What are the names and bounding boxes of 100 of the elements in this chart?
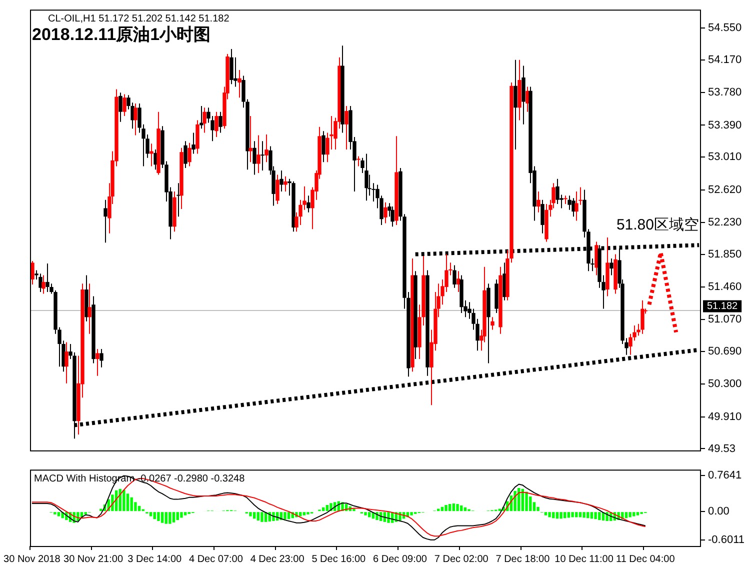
annotation: CL-OIL,H1 51.172 51.202 51.142 51.182 <box>48 13 230 24</box>
y-tick-label: 51.070 <box>708 314 742 326</box>
bar <box>444 504 448 512</box>
bar <box>168 512 172 524</box>
ref-line-label: 51.182 <box>707 301 738 312</box>
candlestick <box>100 348 104 368</box>
candlestick <box>248 116 252 163</box>
bar <box>149 512 152 516</box>
candlestick <box>122 94 126 117</box>
bar <box>548 512 551 518</box>
candlestick <box>134 102 138 136</box>
candlestick <box>356 156 360 167</box>
bar <box>624 512 628 518</box>
y-tick-label: 0.00 <box>708 506 730 518</box>
candlestick <box>640 300 644 334</box>
candlestick <box>556 178 560 205</box>
candlestick <box>390 206 394 228</box>
x-tick-label: 11 Dec 04:00 <box>616 554 676 565</box>
candlestick <box>218 111 222 134</box>
candlestick <box>384 202 388 224</box>
y-tick-label: 52.620 <box>708 184 742 196</box>
candlestick <box>188 142 192 167</box>
candlestick <box>264 134 268 163</box>
bar <box>564 512 566 518</box>
y-tick-label: 49.910 <box>708 410 742 423</box>
candlestick <box>184 140 188 168</box>
candlestick <box>490 316 494 330</box>
bar <box>122 490 126 512</box>
candlestick <box>610 258 614 276</box>
bar <box>364 512 367 516</box>
bar <box>437 508 440 512</box>
bar <box>567 512 570 518</box>
bar <box>586 512 590 518</box>
bar <box>498 508 502 512</box>
candlestick <box>200 105 204 130</box>
y-tick-label: 0.7641 <box>708 470 742 482</box>
bar <box>560 512 562 519</box>
x-tick-label: 6 Dec 09:00 <box>373 554 428 565</box>
x-tick-label: 7 Dec 02:00 <box>434 554 489 565</box>
bar <box>578 512 582 518</box>
candlestick <box>192 132 196 154</box>
candlestick <box>514 59 518 150</box>
y-tick-label: 53.010 <box>708 151 742 164</box>
bar <box>410 512 413 516</box>
bar <box>284 512 286 520</box>
bar <box>582 512 586 518</box>
candlestick <box>46 263 50 293</box>
candlestick <box>574 190 578 222</box>
bar <box>184 512 187 516</box>
candlestick <box>256 134 260 174</box>
bar <box>456 504 459 512</box>
x-tick-label: 3 Dec 14:00 <box>128 554 182 565</box>
candlestick <box>214 111 218 138</box>
bar <box>100 508 102 512</box>
candlestick <box>64 342 68 384</box>
bar <box>525 492 528 512</box>
candlestick <box>306 195 310 213</box>
bar <box>628 512 632 518</box>
bar <box>298 512 302 516</box>
bar <box>598 512 601 520</box>
candlestick <box>540 199 544 234</box>
candlestick <box>88 283 92 334</box>
bar <box>302 512 306 516</box>
bar <box>157 512 160 522</box>
candlestick <box>42 274 46 294</box>
candlestick <box>238 69 242 98</box>
candlestick <box>260 140 264 171</box>
bar <box>452 504 456 512</box>
bar <box>57 512 60 516</box>
y-tick-label: 54.550 <box>708 22 742 34</box>
x-tick-label: 4 Dec 07:00 <box>188 554 244 565</box>
candlestick <box>452 264 456 288</box>
candlestick <box>344 105 348 150</box>
bar <box>256 512 260 521</box>
bar <box>594 512 597 520</box>
bar <box>552 512 555 518</box>
bar <box>368 512 371 518</box>
bar <box>153 512 156 520</box>
candlestick <box>176 182 180 218</box>
y-tick-label: 49.53 <box>708 442 736 455</box>
bar <box>138 506 141 512</box>
bar <box>126 494 130 512</box>
annotation: 51.80区域空 <box>616 216 699 234</box>
x-tick-label: 7 Dec 18:00 <box>496 554 550 565</box>
bar <box>164 512 168 524</box>
bar <box>514 490 516 512</box>
y-tick-label: 50.690 <box>708 346 742 358</box>
y-tick-label: -0.6011 <box>708 534 744 546</box>
candlestick <box>364 153 368 202</box>
bar <box>130 497 133 512</box>
bar <box>260 512 264 522</box>
candlestick <box>96 348 100 376</box>
bar <box>632 512 636 516</box>
candlestick <box>284 176 288 192</box>
x-tick-label: 4 Dec 23:00 <box>250 554 305 565</box>
bar <box>590 512 594 519</box>
bar <box>180 512 183 518</box>
y-tick-label: 53.780 <box>708 86 742 99</box>
bar <box>326 504 328 512</box>
candlestick <box>536 190 540 213</box>
